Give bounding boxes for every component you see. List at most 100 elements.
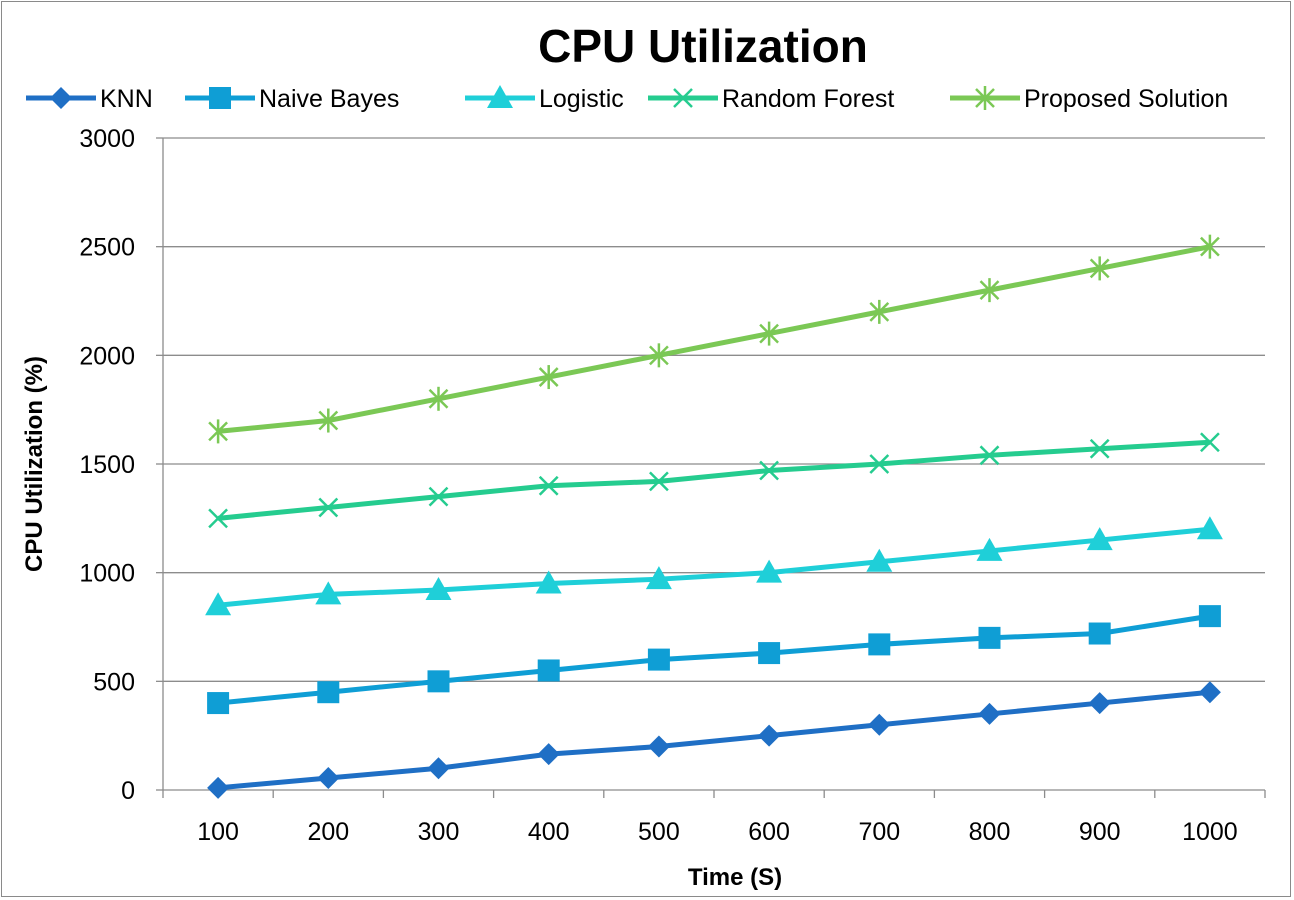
legend-marker	[975, 86, 995, 110]
data-point	[756, 559, 783, 583]
legend-item: Random Forest	[648, 85, 894, 113]
data-point	[649, 343, 669, 368]
legend-marker	[673, 88, 693, 108]
x-tick-label: 900	[1079, 818, 1121, 846]
data-point	[1088, 692, 1111, 715]
data-point	[1089, 256, 1110, 281]
series-group	[205, 234, 1223, 799]
data-point	[1088, 622, 1111, 645]
x-axis-label: Time (S)	[688, 864, 782, 891]
data-point	[759, 460, 779, 481]
data-point	[868, 633, 891, 656]
data-point	[978, 702, 1001, 725]
x-tick-label: 600	[748, 818, 790, 846]
data-point	[427, 670, 450, 693]
data-point	[537, 659, 560, 682]
data-point	[315, 581, 342, 605]
data-point	[1196, 516, 1223, 540]
y-axis-label: CPU Utilization (%)	[21, 356, 48, 572]
data-point	[647, 735, 670, 758]
data-point	[538, 365, 559, 390]
data-point	[538, 475, 559, 496]
x-tick-label: 1000	[1182, 818, 1238, 846]
data-point	[649, 471, 669, 492]
legend-label: KNN	[100, 85, 153, 113]
series-line	[217, 613, 1211, 706]
legend-item: Naive Bayes	[185, 85, 399, 113]
data-point	[207, 776, 230, 799]
data-point	[869, 299, 890, 324]
x-tick-label: 200	[307, 818, 349, 846]
series-naive-bayes	[207, 605, 1221, 715]
legend-marker	[50, 87, 72, 109]
series-line	[217, 526, 1211, 608]
data-point	[1198, 681, 1221, 704]
series-line	[217, 439, 1211, 521]
y-tick-label: 1000	[79, 560, 135, 588]
data-point	[758, 642, 781, 665]
y-tick-label: 0	[121, 777, 135, 805]
y-tick-label: 3000	[79, 125, 135, 153]
data-point	[868, 713, 891, 736]
data-point	[759, 321, 779, 346]
y-tick-label: 2000	[79, 342, 135, 370]
gridlines	[163, 137, 1265, 682]
y-tick-label: 2500	[79, 234, 135, 262]
data-point	[205, 592, 232, 616]
data-point	[647, 648, 670, 671]
data-point	[979, 278, 1000, 303]
series-line	[217, 689, 1211, 791]
data-point	[425, 577, 452, 601]
data-point	[428, 386, 449, 411]
data-point	[427, 757, 450, 780]
data-point	[428, 486, 449, 507]
data-point	[1198, 605, 1221, 628]
x-tick-label: 300	[418, 818, 460, 846]
legend-marker	[209, 87, 231, 109]
data-point	[869, 454, 890, 474]
series-random-forest	[208, 432, 1220, 529]
data-point	[976, 537, 1003, 561]
legend-item: Logistic	[465, 85, 624, 113]
y-tick-label: 500	[93, 668, 135, 696]
legend-label: Random Forest	[722, 85, 894, 113]
data-point	[1089, 438, 1110, 459]
data-point	[978, 626, 1001, 649]
legend: KNN Naive Bayes Logistic Random Forest Propo…	[26, 85, 1228, 113]
data-point	[535, 570, 562, 594]
data-point	[317, 767, 340, 790]
data-point	[1200, 234, 1220, 259]
legend-marker	[487, 85, 513, 108]
y-tick-label: 1500	[79, 451, 135, 479]
x-tick-label: 500	[638, 818, 680, 846]
x-tick-label: 800	[969, 818, 1011, 846]
series-proposed-solution	[208, 234, 1220, 444]
series-line	[217, 244, 1211, 434]
data-point	[318, 408, 339, 433]
legend-label: Naive Bayes	[259, 85, 399, 113]
data-point	[645, 566, 672, 590]
legend-label: Logistic	[539, 85, 624, 113]
data-point	[208, 508, 228, 529]
legend-label: Proposed Solution	[1024, 85, 1228, 113]
axes: 0 500 1000 1500 2000 2500 3000 100 200 300 400 500 6…	[79, 125, 1266, 846]
data-point	[317, 681, 340, 704]
x-tick-label: 100	[197, 818, 239, 846]
series-logistic	[205, 516, 1223, 616]
data-point	[1200, 432, 1220, 453]
data-point	[758, 724, 781, 747]
data-point	[979, 445, 1000, 466]
data-point	[208, 419, 228, 444]
x-tick-label: 700	[858, 818, 900, 846]
legend-item: KNN	[26, 85, 153, 113]
series-knn	[207, 681, 1221, 799]
data-point	[318, 497, 339, 518]
chart-title: CPU Utilization	[538, 20, 868, 72]
legend-item: Proposed Solution	[950, 85, 1228, 113]
data-point	[866, 548, 893, 572]
data-point	[1086, 527, 1113, 551]
data-point	[537, 743, 560, 766]
data-point	[207, 692, 230, 715]
